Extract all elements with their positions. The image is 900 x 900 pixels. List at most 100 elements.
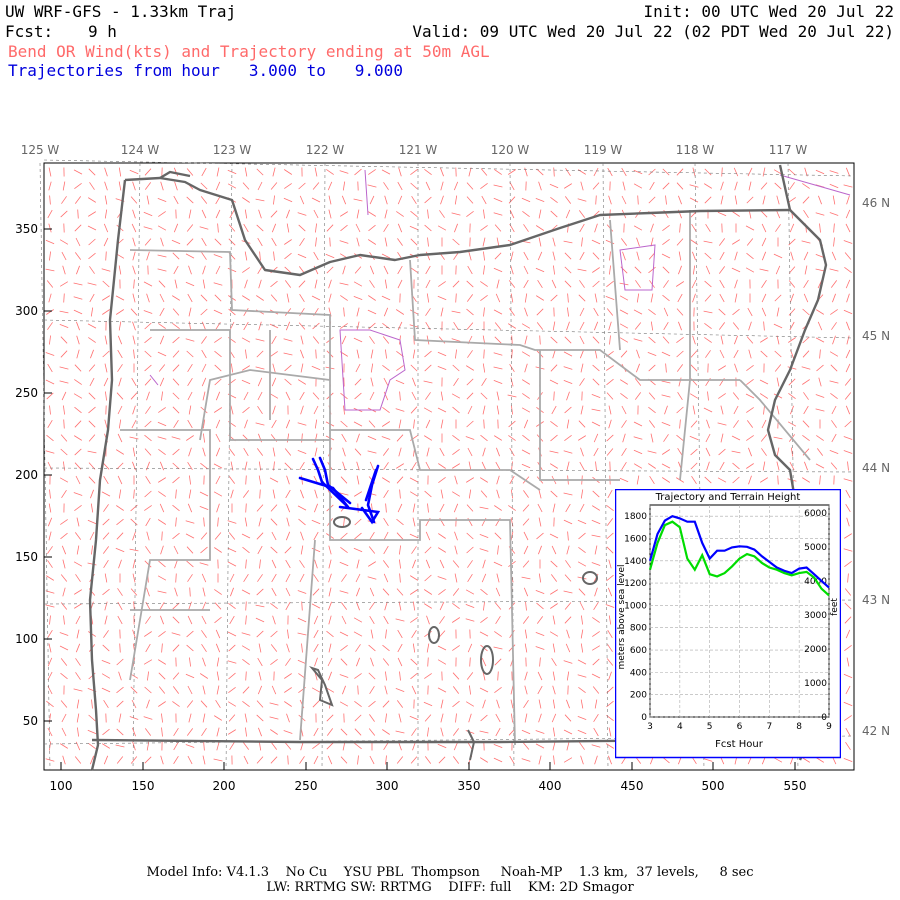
wind-barb bbox=[550, 490, 558, 498]
wind-barb bbox=[160, 237, 164, 247]
wind-barb bbox=[439, 559, 445, 569]
wind-barb bbox=[703, 310, 713, 314]
wind-barb bbox=[705, 223, 711, 233]
wind-barb bbox=[186, 728, 194, 736]
wind-barb bbox=[830, 309, 838, 315]
inset-left-tick: 0 bbox=[641, 713, 647, 723]
wind-barb bbox=[591, 519, 601, 525]
wind-barb bbox=[343, 405, 345, 415]
wind-barb bbox=[482, 447, 486, 457]
wind-barb bbox=[592, 267, 600, 273]
wind-barb bbox=[159, 293, 165, 303]
wind-barb bbox=[284, 266, 292, 274]
wind-barb bbox=[159, 503, 165, 513]
wind-barb bbox=[327, 181, 333, 191]
wind-barb bbox=[213, 491, 223, 497]
wind-barb bbox=[298, 518, 306, 526]
wind-barb bbox=[524, 629, 528, 639]
x-tick-label: 500 bbox=[702, 779, 725, 793]
wind-barb bbox=[47, 671, 53, 681]
wind-barb bbox=[437, 576, 447, 580]
wind-barb bbox=[454, 573, 458, 583]
wind-barb bbox=[676, 364, 684, 372]
wind-barb bbox=[353, 281, 363, 287]
wind-barb bbox=[591, 505, 601, 511]
wind-barb bbox=[650, 293, 654, 303]
wind-barb bbox=[452, 602, 460, 610]
latitude-label: 46 N bbox=[862, 196, 890, 210]
wind-barb bbox=[662, 238, 670, 246]
wind-barb bbox=[718, 448, 726, 456]
wind-barb bbox=[633, 463, 643, 469]
wind-barb bbox=[299, 461, 305, 471]
wind-barb bbox=[103, 475, 109, 485]
wind-barb bbox=[591, 744, 601, 748]
wind-barb bbox=[845, 405, 851, 415]
wind-barb bbox=[746, 435, 754, 441]
wind-barb bbox=[46, 280, 54, 288]
wind-barb bbox=[382, 406, 390, 414]
wind-barb bbox=[245, 671, 247, 681]
wind-barb bbox=[493, 757, 503, 763]
wind-barb bbox=[63, 615, 65, 625]
wind-barb bbox=[131, 377, 137, 387]
wind-barb bbox=[216, 685, 220, 695]
wind-barb bbox=[563, 240, 573, 244]
wind-barb bbox=[185, 533, 195, 539]
wind-barb bbox=[60, 519, 68, 525]
wind-barb bbox=[703, 240, 713, 244]
wind-barb bbox=[440, 699, 444, 709]
wind-barb bbox=[437, 407, 447, 413]
wind-barb bbox=[509, 475, 515, 485]
wind-barb bbox=[521, 407, 531, 413]
wind-barb bbox=[157, 268, 167, 272]
wind-barb bbox=[101, 687, 111, 693]
wind-barb bbox=[579, 349, 585, 359]
wind-barb bbox=[133, 349, 135, 359]
wind-barb bbox=[621, 461, 627, 471]
wind-barb bbox=[201, 727, 207, 737]
wind-barb bbox=[746, 407, 754, 413]
wind-barb bbox=[577, 268, 587, 272]
wind-barb bbox=[339, 211, 349, 217]
wind-barb bbox=[452, 560, 460, 568]
wind-barb bbox=[593, 167, 599, 177]
wind-barb bbox=[300, 349, 304, 359]
wind-barb bbox=[536, 616, 544, 624]
wind-barb bbox=[258, 209, 262, 219]
wind-barb bbox=[215, 195, 221, 205]
wind-barb bbox=[412, 517, 416, 527]
wind-barb bbox=[47, 322, 53, 330]
wind-barb bbox=[215, 209, 221, 219]
wind-barb bbox=[133, 489, 135, 499]
wind-barb bbox=[802, 420, 810, 428]
wind-barb bbox=[692, 251, 696, 261]
wind-barb bbox=[215, 475, 221, 485]
wind-barb bbox=[692, 335, 696, 345]
wind-barb bbox=[830, 364, 838, 372]
wind-barb bbox=[425, 308, 431, 316]
wind-barb bbox=[313, 755, 319, 765]
wind-barb bbox=[256, 532, 264, 540]
wind-barb bbox=[845, 349, 851, 359]
wind-barb bbox=[705, 265, 711, 275]
wind-barb bbox=[523, 545, 529, 555]
wind-barb bbox=[563, 757, 573, 763]
wind-barb bbox=[549, 589, 559, 595]
wind-barb bbox=[313, 615, 319, 625]
wind-barb bbox=[339, 240, 349, 244]
wind-barb bbox=[299, 307, 305, 317]
wind-barb bbox=[284, 448, 292, 456]
wind-barb bbox=[88, 476, 96, 484]
wind-barb bbox=[300, 531, 304, 541]
wind-barb bbox=[524, 713, 528, 723]
wind-barb bbox=[103, 504, 109, 512]
wind-barb bbox=[270, 658, 278, 666]
wind-barb bbox=[564, 602, 572, 610]
wind-barb bbox=[592, 686, 600, 694]
wind-barb bbox=[271, 419, 277, 429]
wind-barb bbox=[567, 307, 569, 317]
field-description: Bend OR Wind(kts) and Trajectory ending … bbox=[8, 42, 490, 61]
wind-barb bbox=[216, 727, 220, 737]
wind-barb bbox=[607, 629, 613, 639]
